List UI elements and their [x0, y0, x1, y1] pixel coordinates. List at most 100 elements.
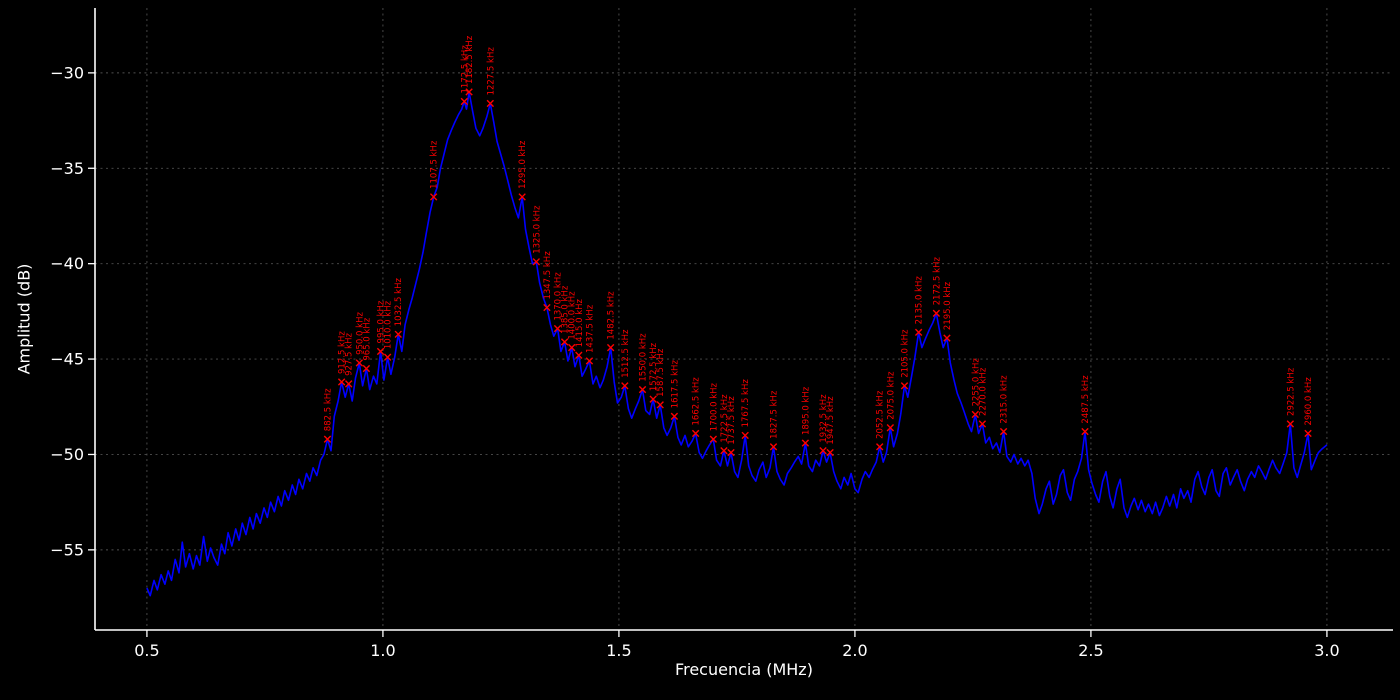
peak-label: 1295.0 kHz — [518, 140, 528, 189]
peak-label: 1512.5 kHz — [621, 329, 631, 378]
peak-marker — [819, 446, 827, 455]
peak-marker — [709, 435, 718, 443]
peak-marker — [638, 385, 647, 394]
peak-label: 1587.5 kHz — [656, 348, 666, 397]
x-tick-label: 1.5 — [606, 641, 631, 660]
peak-label: 1182.5 kHz — [465, 35, 475, 84]
spectrum-line — [146, 91, 1328, 597]
peak-label: 1385.0 kHz — [561, 285, 571, 334]
peak-marker — [355, 359, 364, 367]
peak-marker — [876, 443, 884, 451]
x-tick-label: 0.5 — [134, 641, 159, 660]
y-tick-label: −50 — [50, 445, 84, 464]
peak-marker — [621, 382, 629, 390]
y-tick-label: −40 — [50, 254, 84, 273]
peak-marker — [769, 443, 778, 451]
peak-marker — [649, 395, 657, 403]
peak-label: 1767.5 kHz — [741, 379, 751, 428]
peak-label: 1617.5 kHz — [670, 360, 680, 409]
peak-marker — [670, 412, 679, 421]
peak-label: 2075.0 kHz — [886, 371, 896, 420]
peak-label: 927.5 kHz — [345, 333, 355, 376]
peak-marker — [429, 193, 438, 201]
peak-label: 2172.5 kHz — [932, 257, 942, 306]
peak-label: 1172.5 kHz — [460, 45, 470, 94]
peak-marker — [585, 357, 594, 365]
y-tick-label: −55 — [50, 540, 84, 559]
peak-marker — [978, 420, 987, 428]
peak-label: 2270.0 kHz — [978, 367, 988, 416]
peak-label: 1827.5 kHz — [770, 390, 780, 439]
peak-marker — [999, 427, 1008, 436]
x-tick-label: 3.0 — [1314, 641, 1339, 660]
peak-marker — [801, 439, 810, 447]
peak-marker — [518, 193, 526, 201]
peak-label: 1325.0 kHz — [532, 205, 542, 254]
peak-marker — [465, 88, 473, 96]
x-tick-label: 2.0 — [842, 641, 867, 660]
peak-label: 882.5 kHz — [323, 388, 333, 431]
peak-label: 995.0 kHz — [377, 300, 387, 343]
x-axis-label: Frecuencia (MHz) — [675, 660, 813, 679]
peak-label: 1737.5 kHz — [727, 396, 737, 445]
peak-marker — [1081, 427, 1089, 436]
peak-label: 1550.0 kHz — [639, 333, 649, 382]
peak-label: 1700.0 kHz — [709, 382, 719, 431]
peak-marker — [394, 330, 402, 338]
peak-marker — [532, 258, 541, 266]
peak-label: 912.5 kHz — [338, 331, 348, 374]
y-tick-label: −35 — [50, 159, 84, 178]
peak-label: 1010.0 kHz — [384, 300, 394, 349]
peak-label: 1032.5 kHz — [394, 278, 404, 327]
peak-marker — [943, 334, 951, 342]
peak-marker — [575, 351, 583, 359]
peak-label: 1947.5 kHz — [826, 396, 836, 445]
peak-marker — [323, 435, 332, 443]
peak-label: 1227.5 kHz — [486, 47, 496, 96]
peak-marker — [383, 353, 392, 361]
peak-label: 1932.5 kHz — [819, 394, 829, 443]
peak-label: 2195.0 kHz — [943, 281, 953, 330]
peak-label: 965.0 kHz — [362, 317, 372, 360]
peak-label: 1895.0 kHz — [801, 386, 811, 435]
peak-marker — [900, 382, 909, 390]
y-tick-label: −45 — [50, 350, 84, 369]
peak-label: 2487.5 kHz — [1081, 375, 1091, 424]
peak-marker — [345, 380, 353, 388]
peak-marker — [362, 364, 371, 373]
peak-marker — [932, 309, 941, 317]
peak-marker — [826, 448, 834, 457]
peak-marker — [606, 343, 615, 352]
peak-label: 1370.0 kHz — [554, 272, 564, 321]
x-tick-label: 1.0 — [370, 641, 395, 660]
peak-label: 1482.5 kHz — [607, 291, 617, 340]
peak-label: 1437.5 kHz — [585, 304, 595, 353]
peak-marker — [727, 448, 735, 457]
peak-label: 950.0 kHz — [355, 312, 365, 355]
peak-label: 1722.5 kHz — [720, 394, 730, 443]
peak-label: 1400.0 kHz — [568, 291, 578, 340]
peak-label: 1572.5 kHz — [649, 342, 659, 391]
peak-marker — [971, 410, 979, 419]
peak-label: 1347.5 kHz — [543, 251, 553, 300]
peak-label: 2255.0 kHz — [971, 358, 981, 407]
peak-marker — [543, 303, 551, 312]
peak-label: 2315.0 kHz — [1000, 375, 1010, 424]
peak-label: 2960.0 kHz — [1304, 377, 1314, 426]
peak-label: 2105.0 kHz — [900, 329, 910, 378]
peak-label: 2052.5 kHz — [876, 390, 886, 439]
peak-marker — [337, 378, 346, 386]
peak-label: 1662.5 kHz — [692, 377, 702, 426]
peak-marker — [376, 347, 385, 356]
peak-marker — [486, 99, 494, 108]
peak-label: 1107.5 kHz — [430, 140, 440, 189]
peak-marker — [460, 97, 469, 106]
peak-marker — [1304, 429, 1312, 438]
peak-label: 2135.0 kHz — [915, 276, 925, 325]
peak-marker — [553, 324, 562, 333]
peak-label: 1415.0 kHz — [575, 298, 585, 347]
peak-marker — [691, 429, 700, 438]
x-tick-label: 2.5 — [1078, 641, 1103, 660]
